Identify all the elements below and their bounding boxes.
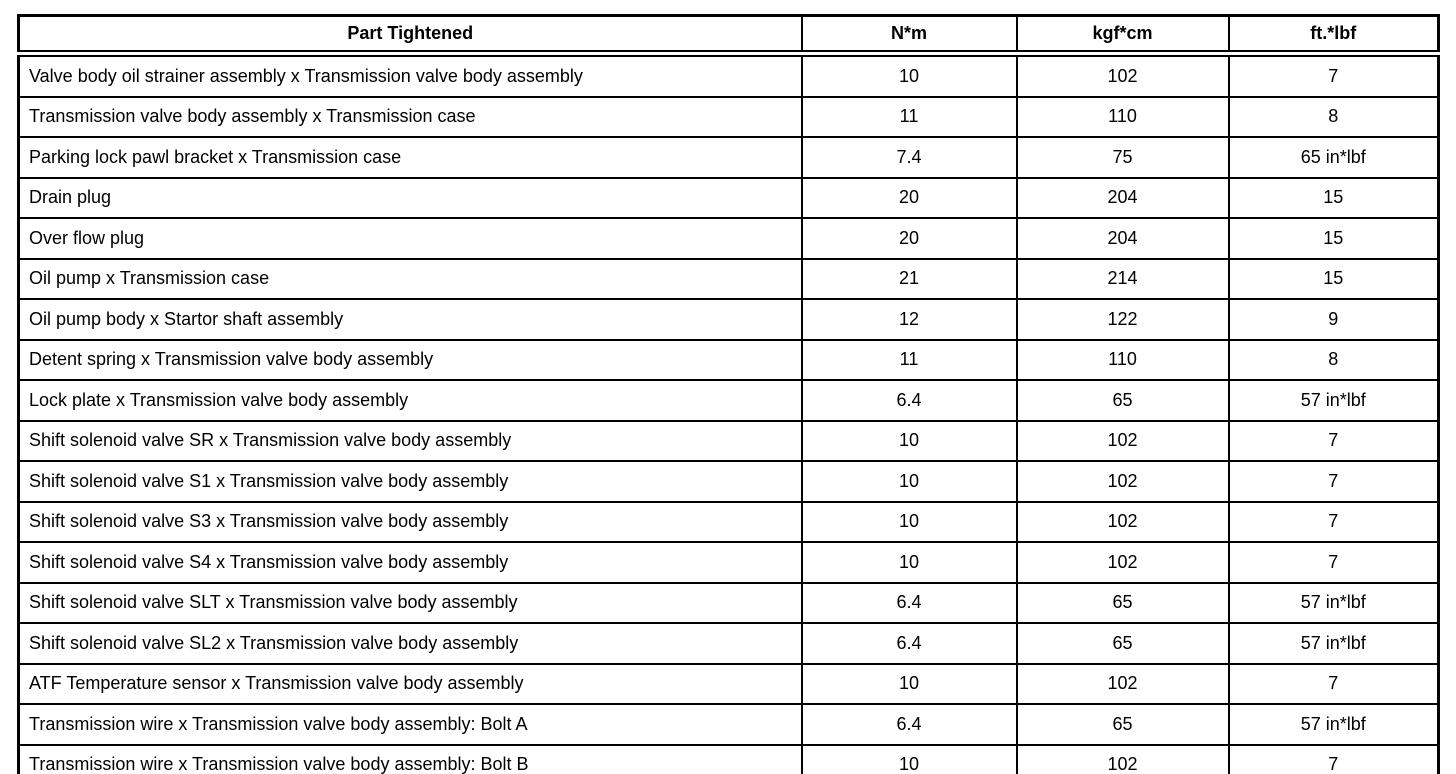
part-name-cell: Shift solenoid valve SL2 x Transmission … (17, 622, 803, 665)
torque-value-cell: 57 in*lbf (1227, 379, 1440, 422)
torque-value-cell: 6.4 (800, 703, 1018, 746)
torque-value-cell: 10 (800, 52, 1018, 98)
table-row: Shift solenoid valve SLT x Transmission … (17, 581, 1440, 624)
table-row: Parking lock pawl bracket x Transmission… (17, 136, 1440, 179)
part-name-cell: Transmission wire x Transmission valve b… (17, 703, 803, 746)
part-name-cell: Detent spring x Transmission valve body … (17, 338, 803, 381)
torque-value-cell: 10 (800, 419, 1018, 462)
part-name-cell: Parking lock pawl bracket x Transmission… (17, 136, 803, 179)
torque-value-cell: 102 (1015, 541, 1230, 584)
torque-value-cell: 15 (1227, 257, 1440, 300)
header-ftlbf: ft.*lbf (1227, 14, 1440, 57)
part-name-cell: Transmission wire x Transmission valve b… (17, 743, 803, 774)
table-row: Shift solenoid valve S3 x Transmission v… (17, 500, 1440, 543)
table-row: Shift solenoid valve SR x Transmission v… (17, 419, 1440, 462)
table-row: Shift solenoid valve S4 x Transmission v… (17, 541, 1440, 584)
table-row: Transmission wire x Transmission valve b… (17, 703, 1440, 746)
torque-value-cell: 7 (1227, 662, 1440, 705)
torque-value-cell: 214 (1015, 257, 1230, 300)
torque-value-cell: 204 (1015, 217, 1230, 260)
torque-value-cell: 20 (800, 176, 1018, 219)
part-name-cell: ATF Temperature sensor x Transmission va… (17, 662, 803, 705)
torque-value-cell: 65 (1015, 379, 1230, 422)
torque-value-cell: 15 (1227, 176, 1440, 219)
torque-value-cell: 10 (800, 460, 1018, 503)
torque-value-cell: 9 (1227, 298, 1440, 341)
torque-value-cell: 10 (800, 541, 1018, 584)
torque-value-cell: 75 (1015, 136, 1230, 179)
part-name-cell: Shift solenoid valve S4 x Transmission v… (17, 541, 803, 584)
table-row: Transmission wire x Transmission valve b… (17, 743, 1440, 774)
torque-value-cell: 7 (1227, 460, 1440, 503)
torque-value-cell: 10 (800, 500, 1018, 543)
table-row: Shift solenoid valve SL2 x Transmission … (17, 622, 1440, 665)
torque-value-cell: 12 (800, 298, 1018, 341)
torque-value-cell: 57 in*lbf (1227, 581, 1440, 624)
torque-value-cell: 110 (1015, 95, 1230, 138)
torque-value-cell: 65 (1015, 622, 1230, 665)
torque-value-cell: 11 (800, 338, 1018, 381)
table-row: Drain plug 20 204 15 (17, 176, 1440, 219)
torque-value-cell: 21 (800, 257, 1018, 300)
torque-value-cell: 7.4 (800, 136, 1018, 179)
torque-value-cell: 6.4 (800, 622, 1018, 665)
table-row: Over flow plug 20 204 15 (17, 217, 1440, 260)
torque-value-cell: 122 (1015, 298, 1230, 341)
torque-value-cell: 7 (1227, 541, 1440, 584)
table-row: Transmission valve body assembly x Trans… (17, 95, 1440, 138)
torque-value-cell: 102 (1015, 460, 1230, 503)
torque-value-cell: 102 (1015, 419, 1230, 462)
torque-value-cell: 7 (1227, 52, 1440, 98)
torque-value-cell: 102 (1015, 743, 1230, 774)
table-row: Valve body oil strainer assembly x Trans… (17, 52, 1440, 98)
header-part-tightened: Part Tightened (17, 14, 803, 57)
torque-value-cell: 65 (1015, 703, 1230, 746)
torque-value-cell: 6.4 (800, 581, 1018, 624)
part-name-cell: Transmission valve body assembly x Trans… (17, 95, 803, 138)
part-name-cell: Shift solenoid valve SLT x Transmission … (17, 581, 803, 624)
table-row: Lock plate x Transmission valve body ass… (17, 379, 1440, 422)
part-name-cell: Lock plate x Transmission valve body ass… (17, 379, 803, 422)
torque-spec-table: Part Tightened N*m kgf*cm ft.*lbf Valve … (17, 14, 1440, 774)
table-row: Detent spring x Transmission valve body … (17, 338, 1440, 381)
torque-value-cell: 20 (800, 217, 1018, 260)
part-name-cell: Over flow plug (17, 217, 803, 260)
table-row: Oil pump body x Startor shaft assembly 12… (17, 298, 1440, 341)
torque-value-cell: 57 in*lbf (1227, 622, 1440, 665)
torque-value-cell: 8 (1227, 338, 1440, 381)
torque-value-cell: 57 in*lbf (1227, 703, 1440, 746)
part-name-cell: Drain plug (17, 176, 803, 219)
torque-value-cell: 102 (1015, 500, 1230, 543)
torque-value-cell: 65 (1015, 581, 1230, 624)
torque-value-cell: 102 (1015, 662, 1230, 705)
header-row: Part Tightened N*m kgf*cm ft.*lbf (17, 14, 1440, 57)
torque-value-cell: 6.4 (800, 379, 1018, 422)
part-name-cell: Valve body oil strainer assembly x Trans… (17, 52, 803, 98)
torque-value-cell: 7 (1227, 500, 1440, 543)
part-name-cell: Shift solenoid valve SR x Transmission v… (17, 419, 803, 462)
table-row: Shift solenoid valve S1 x Transmission v… (17, 460, 1440, 503)
part-name-cell: Oil pump x Transmission case (17, 257, 803, 300)
torque-value-cell: 7 (1227, 419, 1440, 462)
torque-value-cell: 11 (800, 95, 1018, 138)
part-name-cell: Shift solenoid valve S3 x Transmission v… (17, 500, 803, 543)
torque-value-cell: 8 (1227, 95, 1440, 138)
torque-value-cell: 102 (1015, 52, 1230, 98)
torque-value-cell: 10 (800, 743, 1018, 774)
table-row: Oil pump x Transmission case 21 214 15 (17, 257, 1440, 300)
torque-value-cell: 204 (1015, 176, 1230, 219)
torque-value-cell: 10 (800, 662, 1018, 705)
torque-value-cell: 15 (1227, 217, 1440, 260)
part-name-cell: Oil pump body x Startor shaft assembly (17, 298, 803, 341)
part-name-cell: Shift solenoid valve S1 x Transmission v… (17, 460, 803, 503)
header-nm: N*m (800, 14, 1018, 57)
torque-value-cell: 110 (1015, 338, 1230, 381)
table-row: ATF Temperature sensor x Transmission va… (17, 662, 1440, 705)
header-kgfcm: kgf*cm (1015, 14, 1230, 57)
torque-value-cell: 65 in*lbf (1227, 136, 1440, 179)
torque-value-cell: 7 (1227, 743, 1440, 774)
